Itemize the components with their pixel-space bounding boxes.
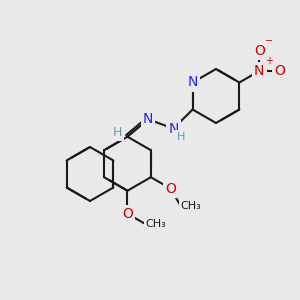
Text: O: O — [122, 207, 133, 221]
Text: N: N — [254, 64, 264, 78]
Text: O: O — [274, 64, 285, 78]
Text: H: H — [177, 132, 185, 142]
Text: N: N — [143, 112, 153, 126]
Text: CH₃: CH₃ — [181, 201, 202, 211]
Text: O: O — [165, 182, 176, 196]
Text: +: + — [265, 56, 273, 66]
Text: CH₃: CH₃ — [181, 201, 202, 211]
Text: H: H — [112, 126, 122, 139]
Text: −: − — [265, 36, 273, 46]
Text: N: N — [168, 122, 179, 136]
Text: N: N — [188, 76, 198, 89]
Text: CH₃: CH₃ — [145, 219, 166, 229]
Text: O: O — [254, 44, 265, 58]
